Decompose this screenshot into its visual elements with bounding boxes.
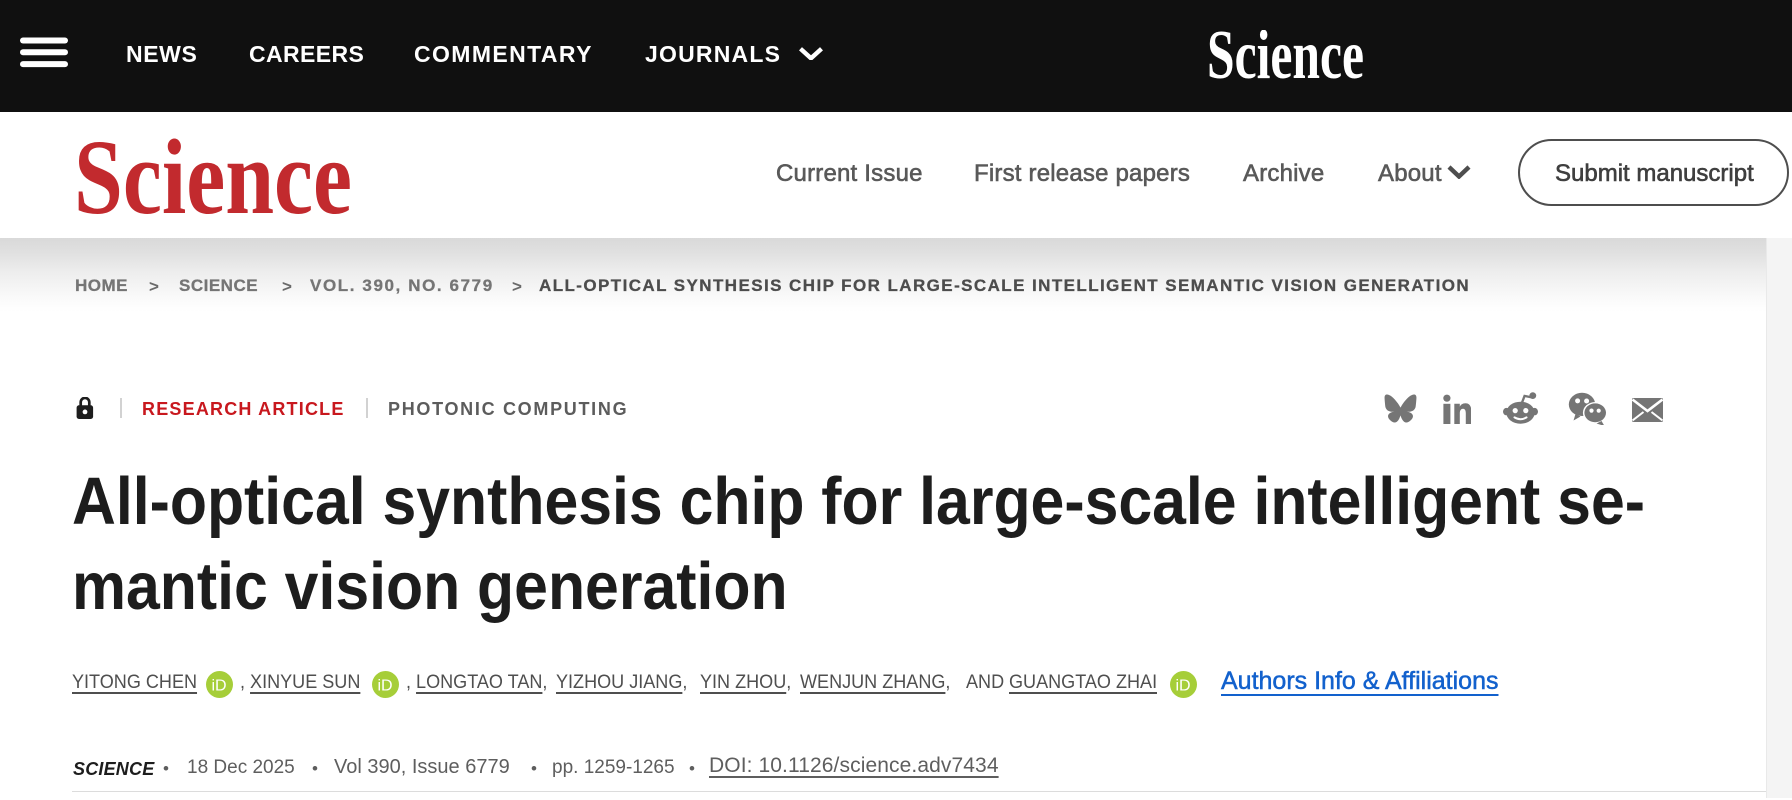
svg-text:iD: iD — [1176, 678, 1191, 695]
svg-text:Science: Science — [1207, 30, 1364, 82]
svg-text:iD: iD — [378, 678, 393, 695]
svg-text:Science: Science — [74, 138, 352, 216]
svg-text:iD: iD — [212, 678, 227, 695]
